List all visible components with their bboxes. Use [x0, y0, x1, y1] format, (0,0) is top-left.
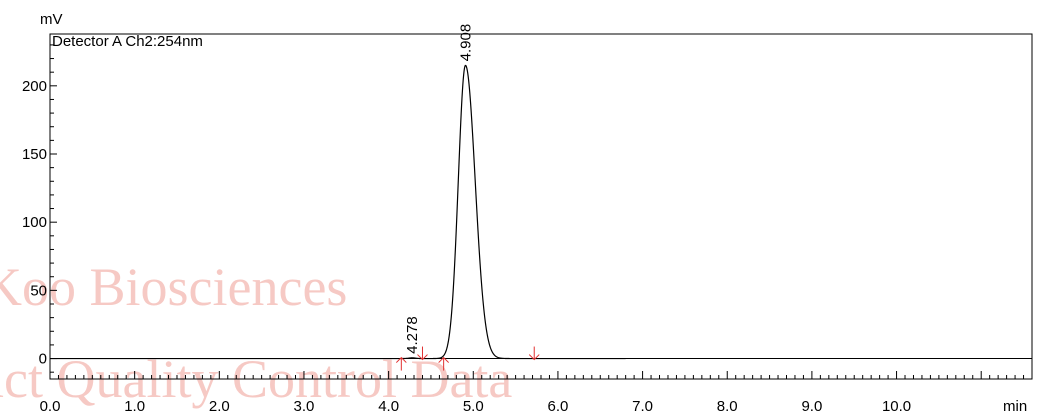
chromatogram-trace	[50, 64, 626, 360]
peak-label: 4.278	[404, 316, 421, 354]
x-tick-label: 1.0	[124, 398, 145, 415]
integration-end-mark	[417, 346, 428, 361]
x-tick-label: 10.0	[882, 398, 911, 415]
detector-label: Detector A Ch2:254nm	[52, 33, 203, 50]
mark-arrowhead	[528, 354, 540, 361]
mark-arrowhead	[395, 356, 407, 363]
watermark-line-1: BioKoo Biosciences	[0, 257, 347, 317]
integration-end-mark	[528, 346, 540, 361]
trace-layer	[50, 64, 626, 360]
x-tick-label: 6.0	[548, 398, 569, 415]
peak-labels-layer: 4.278 4.908	[404, 24, 474, 354]
integration-marks-layer	[395, 346, 540, 371]
x-tick-label: 4.0	[378, 398, 399, 415]
x-tick-label: 2.0	[209, 398, 230, 415]
y-tick-label: 100	[22, 214, 47, 231]
plot-frame	[49, 33, 1033, 380]
mark-arrowhead	[417, 354, 428, 361]
x-tick-label: 8.0	[717, 398, 738, 415]
integration-start-mark	[395, 356, 407, 371]
peak-label: 4.908	[457, 24, 474, 62]
y-tick-label: 150	[22, 146, 47, 163]
y-tick-label: 50	[30, 282, 47, 299]
y-tick-label: 200	[22, 78, 47, 95]
x-tick-label: 3.0	[294, 398, 315, 415]
x-tick-label: 5.0	[463, 398, 484, 415]
y-axis-unit-label: mV	[40, 11, 63, 28]
x-tick-label: 7.0	[632, 398, 653, 415]
mark-arrowhead	[438, 356, 450, 363]
x-tick-label: 9.0	[801, 398, 822, 415]
y-tick-label: 0	[39, 351, 47, 368]
x-axis-unit-label: min	[1003, 398, 1027, 415]
integration-start-mark	[438, 356, 450, 371]
x-tick-label: 0.0	[40, 398, 61, 415]
